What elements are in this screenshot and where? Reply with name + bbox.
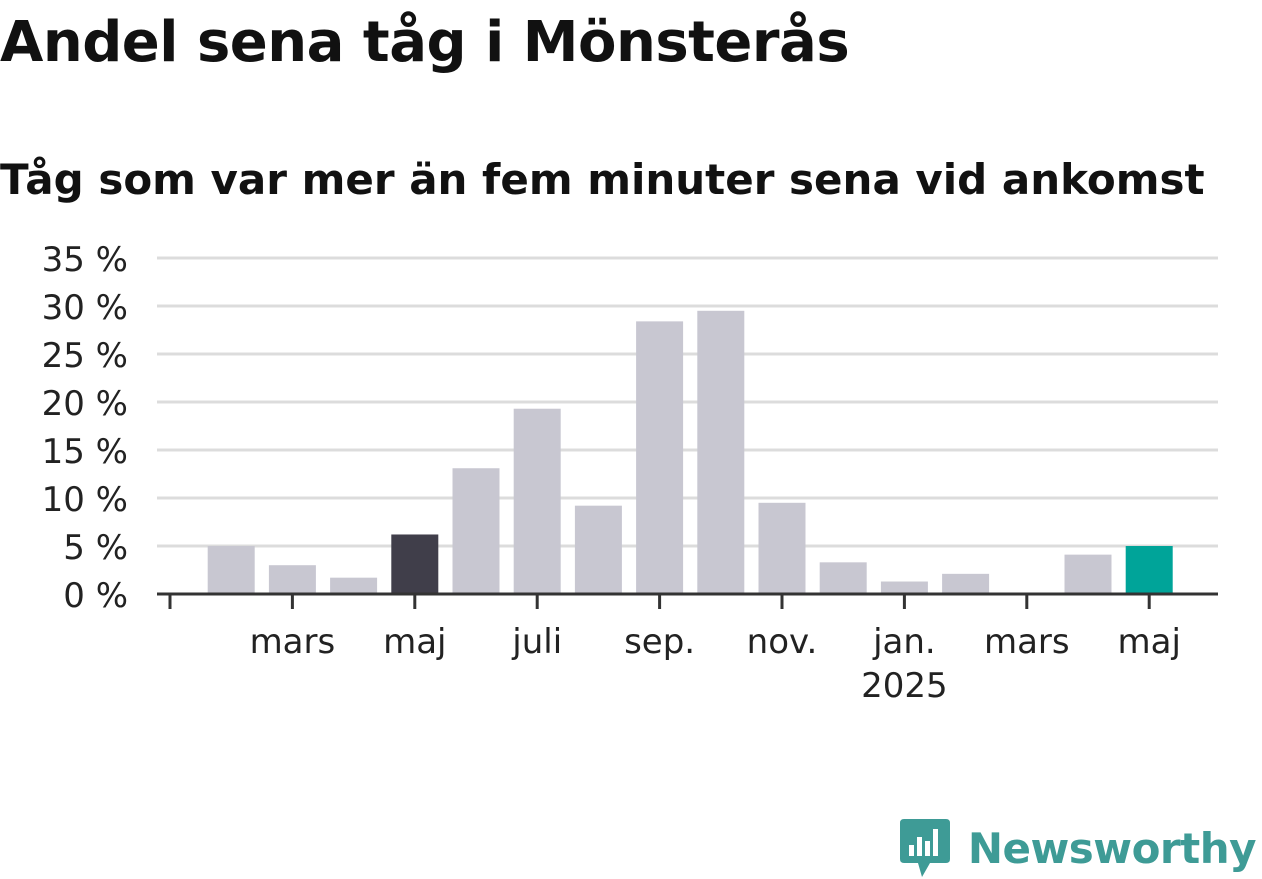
y-tick-label: 0 %	[63, 576, 128, 616]
y-tick-label: 25 %	[42, 336, 128, 376]
x-tick-label: mars	[984, 622, 1070, 662]
y-tick-label: 10 %	[42, 480, 128, 520]
x-tick-label: juli	[511, 622, 562, 662]
bar-2024-02	[207, 546, 255, 594]
x-tick-label: mars	[250, 622, 336, 662]
x-tick-label: sep.	[624, 622, 695, 662]
x-axis-labels: mars maj juli sep. nov. jan.2025 mars maj	[250, 622, 1181, 706]
bar-2024-11	[758, 502, 806, 594]
bar-2025-05	[1125, 546, 1173, 594]
x-tick-label: maj	[1117, 622, 1180, 662]
chart-title: Andel sena tåg i Mönsterås	[0, 10, 850, 75]
x-tick-label: maj	[383, 622, 446, 662]
brand-name: Newsworthy	[967, 823, 1257, 873]
bar-2024-07	[513, 408, 561, 594]
newsworthy-logo: Newsworthy	[899, 819, 1257, 877]
y-tick-label: 35 %	[42, 240, 128, 280]
bar-2025-04	[1064, 554, 1112, 594]
bar-2025-02	[942, 573, 990, 594]
y-tick-label: 5 %	[63, 528, 128, 568]
chart-subtitle: Tåg som var mer än fem minuter sena vid …	[0, 155, 1205, 204]
bar-2024-03	[268, 565, 316, 594]
gridlines	[157, 256, 1218, 548]
bar-2024-12	[819, 562, 867, 594]
bar-2024-10	[697, 310, 745, 594]
bar-2024-06	[452, 468, 500, 594]
y-tick-label: 20 %	[42, 384, 128, 424]
bar-2024-05	[391, 534, 439, 594]
bar-2024-04	[330, 577, 378, 594]
bar-2024-09	[636, 321, 684, 594]
y-axis-labels: 0 % 5 % 10 % 15 % 20 % 25 % 30 % 35 %	[42, 240, 128, 616]
y-tick-label: 30 %	[42, 288, 128, 328]
y-tick-label: 15 %	[42, 432, 128, 472]
x-tick-year-label: 2025	[861, 666, 948, 706]
x-tick-label: nov.	[747, 622, 818, 662]
newsworthy-logo-icon	[899, 819, 950, 877]
bar-2025-01	[880, 581, 928, 594]
bar-2024-08	[574, 505, 622, 594]
x-tick-label: jan.	[872, 622, 936, 662]
bars	[207, 310, 1173, 594]
x-axis	[157, 592, 1218, 609]
